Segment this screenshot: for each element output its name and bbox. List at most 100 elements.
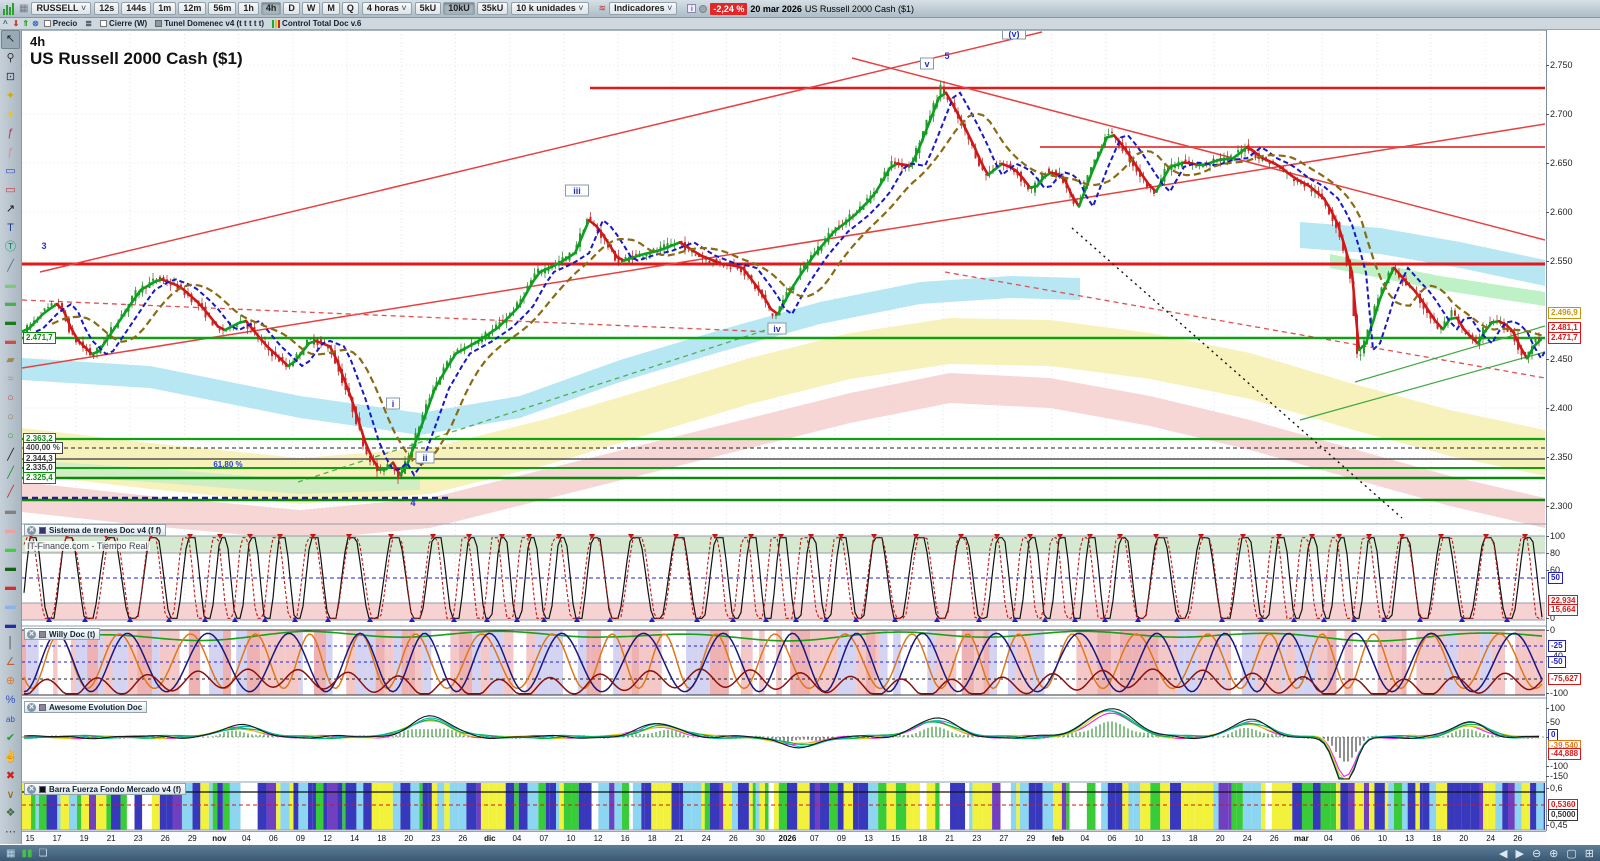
time-label: 20 bbox=[1459, 834, 1469, 843]
unit-button-5kU[interactable]: 5kU bbox=[414, 2, 442, 15]
time-axis[interactable]: 15 17 19 21 23 26 29 nov 04 06 09 12 14 18 20 23 26 dic 04… bbox=[22, 831, 1546, 845]
close-icon[interactable]: ✕ bbox=[27, 525, 36, 535]
fit-screen-icon[interactable]: ▢ bbox=[1566, 847, 1577, 860]
layer-item[interactable]: Control Total Doc v.6 bbox=[272, 19, 361, 28]
list-icon[interactable]: ≣ bbox=[85, 18, 92, 28]
panel-header-sistema[interactable]: ✕ Sistema de trenes Doc v4 (f f) bbox=[24, 524, 167, 536]
chart-bars-icon[interactable]: ▮▮ bbox=[21, 847, 33, 859]
period-dropdown[interactable]: 4 horas bbox=[361, 2, 412, 15]
hline-darkblue-icon[interactable]: ▬ bbox=[5, 618, 16, 631]
timeframe-button-1m[interactable]: 1m bbox=[153, 2, 177, 15]
time-label: 23 bbox=[133, 834, 143, 843]
close-circle-icon[interactable]: ⊗ bbox=[32, 18, 39, 28]
collapse-chevron-icon[interactable]: ^ bbox=[3, 18, 8, 28]
timeframe-button-4h[interactable]: 4h bbox=[260, 2, 282, 15]
price-down-icon[interactable]: ⇓ bbox=[12, 18, 20, 28]
confirm-check-icon[interactable]: ✔ bbox=[5, 731, 16, 744]
checkbox[interactable] bbox=[99, 20, 107, 27]
hline-darkgreen-icon[interactable]: ▬ bbox=[5, 316, 16, 329]
price-up-icon[interactable]: ⇑ bbox=[22, 18, 30, 28]
diagonal-red-icon[interactable]: ╱ bbox=[7, 486, 14, 499]
layout-grid-icon[interactable]: ▦ bbox=[19, 3, 29, 14]
hline-red-dot-icon[interactable]: ▬ bbox=[5, 335, 16, 348]
hline-green-icon[interactable]: ▬ bbox=[5, 297, 16, 310]
object-tools-icon[interactable]: ❖ bbox=[5, 807, 16, 820]
time-label: 04 bbox=[241, 834, 251, 843]
zoom-in-icon[interactable]: ⊕ bbox=[1549, 847, 1559, 860]
timeframe-button-12m[interactable]: 12m bbox=[178, 2, 207, 15]
alarm-icon[interactable]: ✦ bbox=[5, 108, 16, 121]
scroll-right-icon[interactable]: ▶ bbox=[1515, 847, 1524, 860]
hline-red-icon[interactable]: ▬ bbox=[5, 580, 16, 593]
callout-icon[interactable]: Ⓣ bbox=[5, 240, 16, 253]
thumbs-up-icon[interactable]: ✌ bbox=[3, 750, 18, 763]
info-icon[interactable]: i bbox=[687, 4, 697, 13]
timeframe-button-M[interactable]: M bbox=[322, 2, 340, 15]
hline-lightblue-icon[interactable]: ▬ bbox=[5, 599, 16, 612]
units-dropdown[interactable]: 10 k unidades bbox=[511, 2, 589, 15]
fib-anchor-icon[interactable]: ƒ bbox=[7, 127, 14, 140]
ruler-icon[interactable]: ▰ bbox=[6, 354, 15, 367]
timeframe-button-144s[interactable]: 144s bbox=[121, 2, 152, 15]
vline-icon[interactable]: │ bbox=[7, 637, 14, 650]
axis-tick: -100 bbox=[1545, 761, 1569, 771]
unit-button-10kU[interactable]: 10kU bbox=[443, 2, 475, 15]
checkbox[interactable] bbox=[43, 20, 51, 27]
zoom-area-icon[interactable]: ⊡ bbox=[5, 70, 16, 83]
percent-retracement-icon[interactable]: % bbox=[5, 694, 16, 707]
zoom-out-icon[interactable]: ⊖ bbox=[1531, 847, 1542, 860]
chevron-more-icon[interactable]: ∨ bbox=[6, 788, 15, 801]
alarm-add-icon[interactable]: ✦ bbox=[5, 89, 16, 102]
timeframe-button-1h[interactable]: 1h bbox=[238, 2, 259, 15]
layers-icon[interactable]: ❏ bbox=[38, 847, 48, 859]
scroll-left-icon[interactable]: ◀ bbox=[1499, 847, 1508, 860]
fib-line-icon[interactable]: ƒ bbox=[7, 146, 14, 159]
ellipse-brown-icon[interactable]: ○ bbox=[7, 410, 14, 423]
hline-forest-icon[interactable]: ▬ bbox=[5, 561, 16, 574]
hline-semaphore-icon[interactable]: ▬ bbox=[5, 278, 16, 291]
more-dots-icon[interactable]: ⋯ bbox=[5, 826, 16, 839]
expand-icon[interactable]: ⊞ bbox=[1584, 847, 1594, 860]
ellipse-green-icon[interactable]: ○ bbox=[7, 429, 14, 442]
diagonal-black-icon[interactable]: ╱ bbox=[7, 448, 14, 461]
polygon-blue-icon[interactable]: ▭ bbox=[5, 165, 16, 178]
price-axis[interactable]: 2.750 2.700 2.650 2.600 2.550 2.450 2.400 2.350… bbox=[1545, 30, 1600, 831]
close-icon[interactable]: ✕ bbox=[27, 702, 36, 712]
circle-plus-icon[interactable]: ⊕ bbox=[5, 675, 16, 688]
hline-brightgreen-icon[interactable]: ▬ bbox=[5, 542, 16, 555]
unit-button-35kU[interactable]: 35kU bbox=[476, 2, 509, 15]
panel-header-awesome[interactable]: ✕ Awesome Evolution Doc bbox=[24, 701, 148, 713]
close-icon[interactable]: ✕ bbox=[27, 784, 36, 794]
pointer-icon[interactable]: ↖ bbox=[1, 30, 20, 49]
svg-text:i: i bbox=[392, 399, 395, 409]
panel-header-barra[interactable]: ✕ Barra Fuerza Fondo Mercado v4 (f) bbox=[24, 783, 187, 795]
diagonal-green-icon[interactable]: ╱ bbox=[7, 467, 14, 480]
timeframe-button-W[interactable]: W bbox=[301, 2, 321, 15]
layer-item[interactable]: Tunel Domenec v4 (t t t t t) bbox=[155, 19, 264, 28]
zoom-icon[interactable]: ⚲ bbox=[6, 51, 15, 64]
axis-tick: 2.450 bbox=[1546, 354, 1573, 364]
timeframe-button-56m[interactable]: 56m bbox=[208, 2, 237, 15]
trend-arrow-icon[interactable]: ↗ bbox=[5, 202, 16, 215]
timeframe-button-D[interactable]: D bbox=[283, 2, 300, 15]
panel-header-willy[interactable]: ✕ Willy Doc (t) bbox=[24, 628, 101, 640]
timeframe-button-Q[interactable]: Q bbox=[341, 2, 359, 15]
indicators-dropdown[interactable]: Indicadores bbox=[609, 2, 678, 15]
timeframe-button-12s[interactable]: 12s bbox=[94, 2, 120, 15]
angle-icon[interactable]: ∠ bbox=[5, 656, 16, 669]
wave-pattern-icon[interactable]: ≈ bbox=[7, 372, 14, 385]
symbol-dropdown[interactable]: RUSSELL bbox=[31, 2, 92, 15]
close-icon[interactable]: ✕ bbox=[27, 629, 36, 639]
layer-item[interactable]: Precio bbox=[43, 19, 77, 28]
delete-icon[interactable]: ✖ bbox=[5, 769, 16, 782]
text-icon[interactable]: T bbox=[7, 221, 14, 234]
polygon-red-icon[interactable]: ▭ bbox=[5, 184, 16, 197]
layer-item[interactable]: Cierre (W) bbox=[99, 19, 147, 28]
ellipse-red-icon[interactable]: ○ bbox=[7, 391, 14, 404]
hline-pink-icon[interactable]: ▬ bbox=[5, 524, 16, 537]
ab-ratio-icon[interactable]: ab bbox=[6, 714, 15, 724]
hline-gray-icon[interactable]: ▬ bbox=[5, 505, 16, 518]
calendar-icon[interactable]: ▦ bbox=[6, 847, 16, 859]
segment-icon[interactable]: ╱ bbox=[7, 259, 14, 272]
